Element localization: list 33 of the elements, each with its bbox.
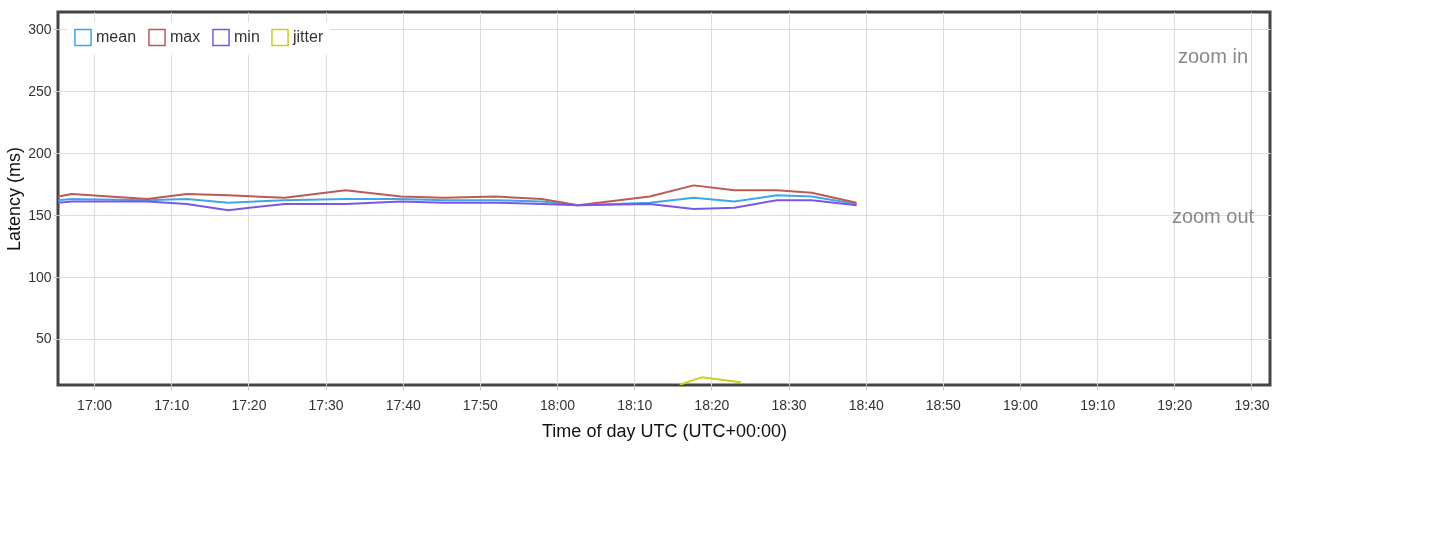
x-tick-label: 18:00 bbox=[540, 396, 576, 413]
y-tick-label: 250 bbox=[28, 82, 52, 99]
x-tick-label: 18:10 bbox=[617, 396, 653, 413]
y-tick-label: 150 bbox=[28, 206, 52, 223]
x-tick-label: 17:50 bbox=[462, 396, 499, 413]
x-tick-label: 19:00 bbox=[1002, 396, 1039, 413]
x-tick-label: 17:20 bbox=[231, 396, 267, 413]
y-tick-label: 300 bbox=[28, 20, 52, 37]
line-series bbox=[58, 199, 858, 212]
x-tick-label: 18:20 bbox=[694, 396, 730, 413]
x-tick-label: 19:30 bbox=[1234, 396, 1270, 413]
x-tick-label: 17:10 bbox=[154, 396, 190, 413]
line-series bbox=[58, 184, 858, 207]
legend-label: mean bbox=[96, 28, 137, 46]
x-tick-label: 19:10 bbox=[1080, 396, 1116, 413]
annotation: zoom out bbox=[1171, 205, 1255, 227]
x-tick-label: 17:00 bbox=[77, 396, 113, 413]
line-series bbox=[58, 194, 858, 207]
x-tick-label: 18:50 bbox=[925, 396, 962, 413]
x-axis-title: Time of day UTC (UTC+00:00) bbox=[542, 420, 787, 441]
y-tick-label: 200 bbox=[28, 144, 52, 161]
x-tick-label: 19:20 bbox=[1157, 396, 1193, 413]
legend-label: max bbox=[170, 28, 201, 46]
x-tick-label: 17:40 bbox=[385, 396, 421, 413]
y-tick-label: 100 bbox=[28, 268, 52, 285]
x-tick-label: 17:30 bbox=[308, 396, 344, 413]
y-tick-label: 50 bbox=[35, 330, 52, 347]
legend-label: min bbox=[234, 28, 260, 46]
legend-label: jitter bbox=[292, 28, 324, 46]
annotation: zoom in bbox=[1177, 45, 1249, 67]
y-axis-title: Latency (ms) bbox=[4, 146, 25, 252]
x-tick-label: 18:40 bbox=[848, 396, 884, 413]
x-tick-label: 18:30 bbox=[771, 396, 807, 413]
